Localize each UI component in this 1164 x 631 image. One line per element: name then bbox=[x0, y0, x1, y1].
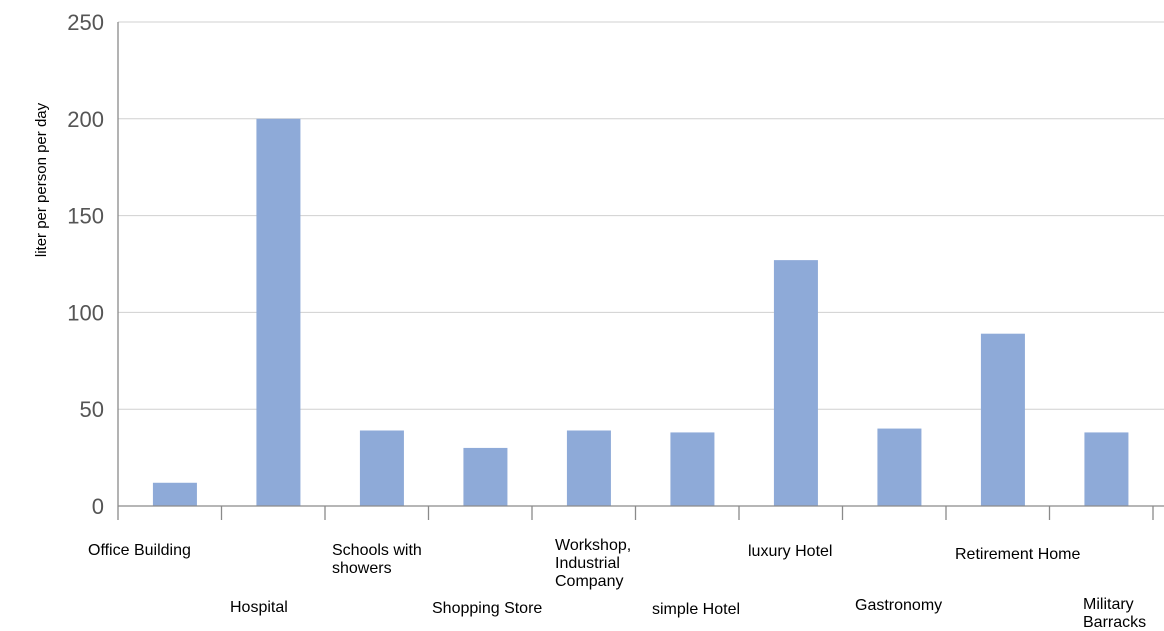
bar-7 bbox=[773, 260, 818, 506]
bar-5 bbox=[566, 430, 611, 506]
bar-10 bbox=[1084, 432, 1129, 506]
x-category-labels: Office Building Hospital Schools with showe… bbox=[88, 537, 1146, 631]
y-tick-label-200: 200 bbox=[67, 107, 104, 132]
y-tick-labels: 0 50 100 150 200 250 bbox=[67, 10, 104, 519]
x-category-label-8: Gastronomy bbox=[855, 597, 942, 614]
x-category-label-6: simple Hotel bbox=[652, 601, 740, 618]
x-category-label-7: luxury Hotel bbox=[748, 543, 832, 560]
y-tick-label-100: 100 bbox=[67, 300, 104, 325]
x-category-label-10: Military Barracks bbox=[1083, 596, 1146, 631]
x-category-label-1: Office Building bbox=[88, 542, 191, 559]
bar-9 bbox=[980, 333, 1025, 506]
y-tick-label-150: 150 bbox=[67, 204, 104, 229]
y-axis-label: liter per person per day bbox=[33, 102, 50, 257]
y-tick-label-50: 50 bbox=[80, 397, 104, 422]
x-category-label-4: Shopping Store bbox=[432, 600, 542, 617]
x-category-label-3: Schools with showers bbox=[332, 542, 422, 577]
y-tick-label-250: 250 bbox=[67, 10, 104, 35]
bar-8 bbox=[877, 428, 922, 506]
bars bbox=[152, 118, 1129, 507]
y-tick-label-0: 0 bbox=[92, 494, 104, 519]
bar-4 bbox=[463, 447, 508, 506]
bar-1 bbox=[152, 482, 197, 506]
bar-3 bbox=[359, 430, 404, 506]
x-category-label-2: Hospital bbox=[230, 599, 288, 616]
bar-2 bbox=[256, 118, 301, 507]
bar-6 bbox=[670, 432, 715, 506]
x-category-label-9: Retirement Home bbox=[955, 546, 1080, 563]
x-category-label-5: Workshop, Industrial Company bbox=[555, 537, 631, 590]
axes bbox=[117, 22, 1164, 520]
